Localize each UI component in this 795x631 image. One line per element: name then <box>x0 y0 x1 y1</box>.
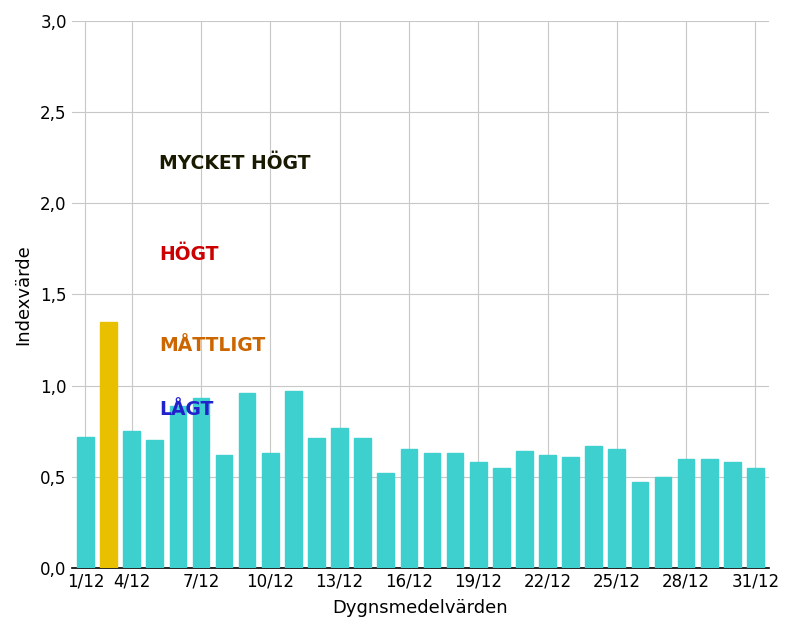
Bar <box>608 449 625 568</box>
Bar <box>585 445 602 568</box>
Bar <box>424 453 440 568</box>
Bar <box>562 457 579 568</box>
Text: MYCKET HÖGT: MYCKET HÖGT <box>159 153 311 173</box>
Bar <box>285 391 301 568</box>
Text: MÅTTLIGT: MÅTTLIGT <box>159 336 266 355</box>
Y-axis label: Indexvärde: Indexvärde <box>14 244 32 345</box>
Bar <box>169 406 186 568</box>
Bar <box>539 455 556 568</box>
Bar <box>308 439 325 568</box>
Bar <box>100 322 117 568</box>
Bar <box>332 428 348 568</box>
Bar <box>355 439 371 568</box>
Bar <box>493 468 510 568</box>
X-axis label: Dygnsmedelvärden: Dygnsmedelvärden <box>332 599 508 617</box>
Bar <box>192 398 209 568</box>
Bar <box>701 459 718 568</box>
Bar <box>678 459 695 568</box>
Bar <box>146 440 163 568</box>
Bar <box>631 482 648 568</box>
Bar <box>77 437 94 568</box>
Bar <box>215 455 232 568</box>
Bar <box>401 449 417 568</box>
Bar <box>724 462 741 568</box>
Bar <box>470 462 487 568</box>
Bar <box>378 473 394 568</box>
Bar <box>447 453 463 568</box>
Bar <box>747 468 764 568</box>
Bar <box>655 477 671 568</box>
Text: LÅGT: LÅGT <box>159 400 214 419</box>
Text: HÖGT: HÖGT <box>159 245 219 264</box>
Bar <box>238 393 255 568</box>
Bar <box>123 431 140 568</box>
Bar <box>262 453 278 568</box>
Bar <box>516 451 533 568</box>
